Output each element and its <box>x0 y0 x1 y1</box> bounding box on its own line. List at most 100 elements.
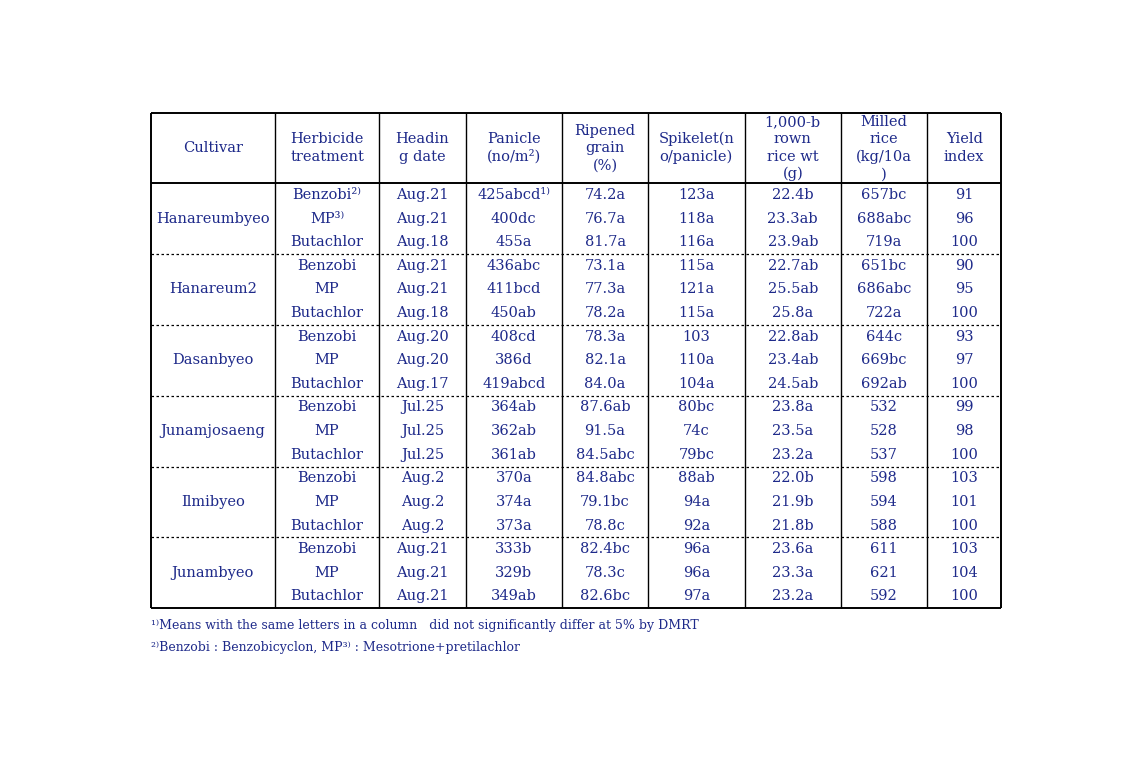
Text: Jul.25: Jul.25 <box>401 447 444 462</box>
Text: 719a: 719a <box>865 235 903 249</box>
Text: 87.6ab: 87.6ab <box>580 400 631 414</box>
Text: 82.1a: 82.1a <box>584 353 626 367</box>
Text: Aug.21: Aug.21 <box>397 188 448 202</box>
Text: Aug.21: Aug.21 <box>397 566 448 580</box>
Text: 528: 528 <box>870 424 898 438</box>
Text: 22.8ab: 22.8ab <box>768 330 818 343</box>
Text: Benzobi: Benzobi <box>297 259 356 273</box>
Text: 91.5a: 91.5a <box>584 424 626 438</box>
Text: 96a: 96a <box>682 542 710 556</box>
Text: 78.3c: 78.3c <box>584 566 626 580</box>
Text: 90: 90 <box>955 259 973 273</box>
Text: MP: MP <box>315 283 339 296</box>
Text: ²⁾Benzobi : Benzobicyclon, MP³⁾ : Mesotrione+pretilachlor: ²⁾Benzobi : Benzobicyclon, MP³⁾ : Mesotr… <box>151 641 520 654</box>
Text: 98: 98 <box>955 424 973 438</box>
Text: Butachlor: Butachlor <box>290 377 363 391</box>
Text: 400dc: 400dc <box>491 212 536 226</box>
Text: 386d: 386d <box>495 353 533 367</box>
Text: ¹⁾Means with the same letters in a column   did not significantly differ at 5% b: ¹⁾Means with the same letters in a colum… <box>151 619 699 632</box>
Text: Aug.21: Aug.21 <box>397 542 448 556</box>
Text: 104a: 104a <box>678 377 715 391</box>
Text: 103: 103 <box>682 330 710 343</box>
Text: 103: 103 <box>950 471 978 485</box>
Text: 669bc: 669bc <box>861 353 907 367</box>
Text: 598: 598 <box>870 471 898 485</box>
Text: 370a: 370a <box>496 471 532 485</box>
Text: MP: MP <box>315 495 339 509</box>
Text: Aug.2: Aug.2 <box>401 471 444 485</box>
Text: 23.2a: 23.2a <box>772 589 814 604</box>
Text: Benzobi: Benzobi <box>297 471 356 485</box>
Text: 419abcd: 419abcd <box>482 377 545 391</box>
Text: 97a: 97a <box>682 589 710 604</box>
Text: Jul.25: Jul.25 <box>401 424 444 438</box>
Text: 100: 100 <box>950 589 978 604</box>
Text: 651bc: 651bc <box>861 259 907 273</box>
Text: Benzobi: Benzobi <box>297 542 356 556</box>
Text: Aug.20: Aug.20 <box>396 353 448 367</box>
Text: 25.8a: 25.8a <box>772 306 814 320</box>
Text: 92a: 92a <box>682 518 710 533</box>
Text: 588: 588 <box>870 518 898 533</box>
Text: 22.4b: 22.4b <box>772 188 814 202</box>
Text: Panicle
(no/m²): Panicle (no/m²) <box>487 132 541 164</box>
Text: 455a: 455a <box>496 235 532 249</box>
Text: 692ab: 692ab <box>861 377 907 391</box>
Text: 611: 611 <box>870 542 898 556</box>
Text: 93: 93 <box>955 330 973 343</box>
Text: Aug.18: Aug.18 <box>396 306 448 320</box>
Text: 115a: 115a <box>678 306 715 320</box>
Text: 84.5abc: 84.5abc <box>575 447 634 462</box>
Text: 621: 621 <box>870 566 898 580</box>
Text: 110a: 110a <box>678 353 715 367</box>
Text: Aug.2: Aug.2 <box>401 495 444 509</box>
Text: 23.5a: 23.5a <box>772 424 814 438</box>
Text: 101: 101 <box>951 495 978 509</box>
Text: 79.1bc: 79.1bc <box>580 495 629 509</box>
Text: 123a: 123a <box>678 188 715 202</box>
Text: 411bcd: 411bcd <box>487 283 541 296</box>
Text: Butachlor: Butachlor <box>290 589 363 604</box>
Text: 100: 100 <box>950 518 978 533</box>
Text: 24.5ab: 24.5ab <box>768 377 818 391</box>
Text: 688abc: 688abc <box>856 212 912 226</box>
Text: 23.3a: 23.3a <box>772 566 814 580</box>
Text: Jul.25: Jul.25 <box>401 400 444 414</box>
Text: Aug.21: Aug.21 <box>397 283 448 296</box>
Text: 77.3a: 77.3a <box>584 283 626 296</box>
Text: 76.7a: 76.7a <box>584 212 626 226</box>
Text: Aug.20: Aug.20 <box>396 330 448 343</box>
Text: 374a: 374a <box>496 495 532 509</box>
Text: Headin
g date: Headin g date <box>396 132 450 164</box>
Text: 100: 100 <box>950 377 978 391</box>
Text: 78.3a: 78.3a <box>584 330 626 343</box>
Text: 23.4ab: 23.4ab <box>768 353 818 367</box>
Text: 329b: 329b <box>496 566 533 580</box>
Text: 537: 537 <box>870 447 898 462</box>
Text: Aug.18: Aug.18 <box>396 235 448 249</box>
Text: 118a: 118a <box>678 212 715 226</box>
Text: Aug.17: Aug.17 <box>397 377 448 391</box>
Text: 79bc: 79bc <box>679 447 715 462</box>
Text: 436abc: 436abc <box>487 259 541 273</box>
Text: 532: 532 <box>870 400 898 414</box>
Text: 103: 103 <box>950 542 978 556</box>
Text: MP: MP <box>315 566 339 580</box>
Text: 81.7a: 81.7a <box>584 235 626 249</box>
Text: 78.8c: 78.8c <box>584 518 626 533</box>
Text: 121a: 121a <box>678 283 715 296</box>
Text: 82.4bc: 82.4bc <box>580 542 631 556</box>
Text: 100: 100 <box>950 306 978 320</box>
Text: 22.0b: 22.0b <box>772 471 814 485</box>
Text: Benzobi: Benzobi <box>297 400 356 414</box>
Text: 23.3ab: 23.3ab <box>768 212 818 226</box>
Text: Butachlor: Butachlor <box>290 518 363 533</box>
Text: 408cd: 408cd <box>491 330 536 343</box>
Text: 84.0a: 84.0a <box>584 377 626 391</box>
Text: 23.6a: 23.6a <box>772 542 814 556</box>
Text: Milled
rice
(kg/10a
): Milled rice (kg/10a ) <box>856 115 912 182</box>
Text: 23.9ab: 23.9ab <box>768 235 818 249</box>
Text: 425abcd¹⁾: 425abcd¹⁾ <box>478 188 551 202</box>
Text: 362ab: 362ab <box>491 424 537 438</box>
Text: Ilmibyeo: Ilmibyeo <box>181 495 245 509</box>
